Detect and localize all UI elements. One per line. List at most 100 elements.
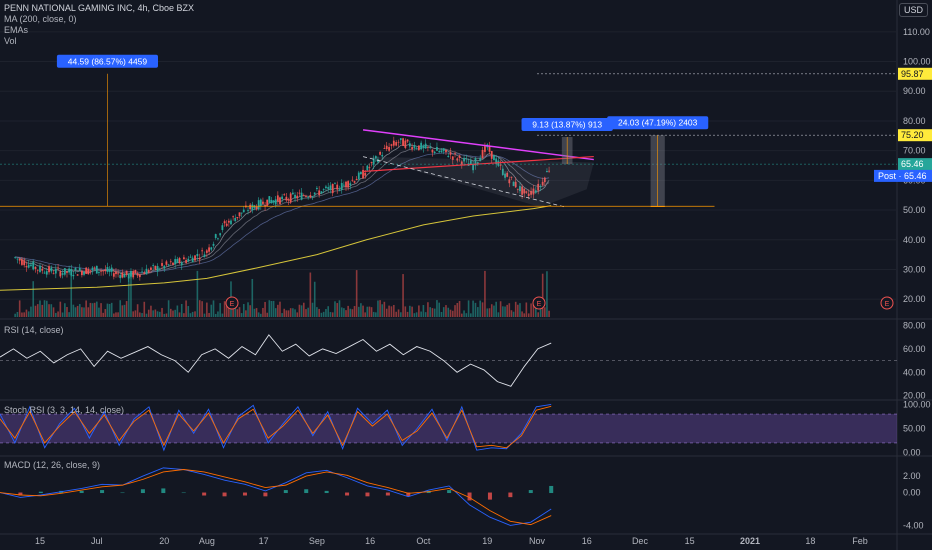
candle [465,158,468,160]
volume-bar [474,302,477,317]
volume-bar [214,313,217,317]
volume-bar [70,272,73,317]
macd-histogram-bar [487,492,492,500]
candle [18,258,21,261]
volume-bar [508,303,511,317]
volume-bar [217,311,219,317]
candle [52,273,55,275]
volume-bar [488,308,491,317]
x-tick-label: 17 [259,536,269,546]
candle [490,151,493,159]
candle [548,170,550,172]
candle [532,188,535,195]
candle [41,268,44,271]
candle [539,185,542,188]
candle [546,171,548,173]
volume-bar [27,311,30,317]
candle [302,195,305,197]
candle [534,190,537,193]
volume-bar [411,306,413,317]
volume-bar [270,300,273,317]
candle [472,164,474,171]
volume-bar [331,312,334,317]
candle [178,258,181,264]
volume-bar [16,311,19,317]
volume-bar [57,311,59,317]
volume-bar [527,313,530,317]
candle [360,172,362,175]
candle [460,161,463,165]
volume-bar [281,313,283,317]
candle [30,264,32,266]
volume-bar [172,310,174,317]
macd-histogram-bar [528,490,533,494]
volume-bar [108,303,111,317]
candle [172,262,174,265]
volume-bar [161,307,163,317]
volume-bar [375,312,377,317]
volume-bar [87,307,90,317]
candle [281,196,284,200]
macd-histogram-bar [38,491,43,494]
volume-bar [535,303,537,317]
volume-bar [176,305,179,317]
volume-bar [541,273,544,317]
post-market-label: Post · 65.46 [878,171,927,181]
macd-histogram-bar [120,492,125,494]
volume-bar [208,312,210,317]
candle [320,191,323,194]
candle [238,212,241,217]
volume-bar [357,306,360,317]
candle [208,247,210,252]
volume-bar [264,301,266,317]
candle [479,158,482,162]
volume-bar [336,303,339,317]
candle [458,155,461,158]
macd-histogram-bar [222,492,227,497]
candle [495,158,498,165]
macd-tick-label: 2.00 [903,471,921,481]
candle [83,272,85,275]
rsi-line [0,334,552,387]
projection-label-bg [607,116,709,130]
candle [249,204,252,210]
candle [379,151,381,155]
candle [225,223,228,226]
volume-bar [349,308,352,317]
candle [14,257,17,258]
volume-bar [433,308,436,317]
volume-bar [502,306,504,317]
candle [506,172,509,177]
volume-bar [152,310,154,317]
volume-bar [159,311,161,317]
candle [279,197,281,204]
candle [205,250,208,253]
candle [36,269,39,271]
volume-bar [89,302,92,317]
candle [63,268,66,275]
macd-histogram-bar [161,488,166,494]
candle [43,272,46,274]
volume-bar [123,304,126,317]
volume-bar [39,300,41,317]
volume-bar [429,307,431,317]
macd-histogram-bar [304,489,309,494]
candle [309,195,312,198]
candle [158,269,161,270]
volume-bar [66,307,68,317]
candle [106,267,109,272]
volume-bar [385,308,388,317]
candle [276,195,279,202]
volume-bar [340,307,343,317]
macd-histogram-bar [447,490,452,494]
candle [95,265,98,274]
candle [501,168,504,175]
currency-button[interactable]: USD [898,3,928,17]
earnings-label: E [230,301,235,308]
candle [355,178,358,181]
candle [296,195,299,199]
candle [255,206,258,210]
volume-bar [201,301,203,317]
candle [427,146,429,148]
